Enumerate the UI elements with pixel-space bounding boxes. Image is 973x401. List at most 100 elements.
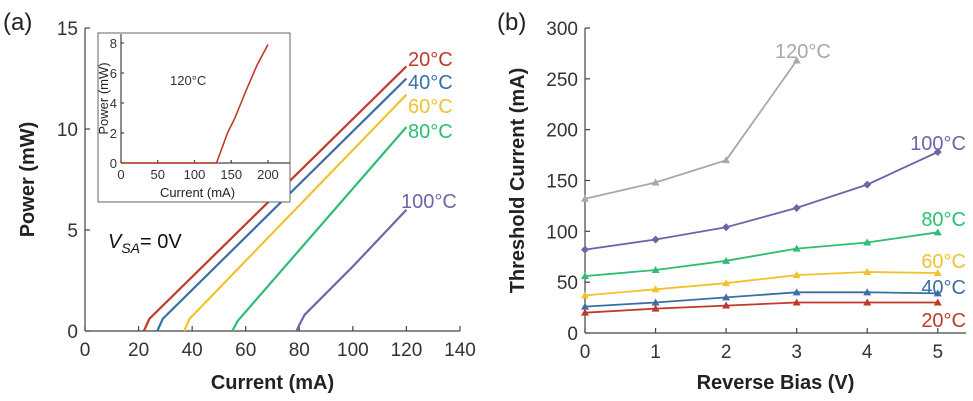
inset-y-tick-label: 0 — [110, 156, 117, 171]
data-point-80°C — [651, 265, 660, 273]
panel-a-x-tick-label: 140 — [444, 340, 476, 361]
series-line-80°C — [231, 126, 408, 332]
inset-y-tick-label: 4 — [110, 96, 117, 111]
data-point-120°C — [722, 156, 731, 164]
series-label-20°C: 20°C — [408, 49, 453, 71]
series-line-80°C — [584, 231, 938, 277]
data-point-20°C — [863, 298, 872, 306]
panel-a-y-tick-label: 0 — [67, 322, 78, 343]
series-label-40°C: 40°C — [408, 72, 453, 94]
panel-a-y-axis-title: Power (mW) — [17, 122, 39, 238]
series-label-100°C: 100°C — [910, 133, 966, 155]
panel-b-y-tick-label: 250 — [546, 70, 578, 91]
panel-b-x-tick-label: 0 — [580, 342, 591, 363]
data-point-60°C — [933, 269, 942, 277]
panel-a-x-tick-label: 40 — [182, 340, 203, 361]
data-point-80°C — [863, 238, 872, 246]
data-point-40°C — [722, 293, 731, 301]
data-point-60°C — [722, 279, 731, 287]
data-point-80°C — [722, 256, 731, 264]
series-line-100°C — [295, 209, 408, 332]
data-point-20°C — [722, 301, 731, 309]
data-point-60°C — [792, 271, 801, 279]
panel-b-y-tick-label: 0 — [567, 324, 578, 345]
series-line-20°C — [142, 65, 408, 332]
data-point-80°C — [581, 272, 589, 280]
series-label-120°C: 120°C — [775, 41, 831, 63]
inset-frame — [97, 32, 291, 203]
panel-b-x-tick-label: 2 — [721, 342, 732, 363]
data-point-100°C — [933, 148, 942, 157]
panel-b-y-tick-label: 100 — [546, 222, 578, 243]
data-point-40°C — [581, 302, 589, 310]
panel-b-x-tick-label: 3 — [791, 342, 802, 363]
data-point-40°C — [863, 288, 872, 296]
data-point-80°C — [933, 228, 942, 236]
panel-a-x-tick-label: 100 — [337, 340, 369, 361]
data-point-100°C — [863, 180, 872, 189]
panel-a-y-tick-label: 15 — [57, 19, 78, 40]
panel-b-x-axis-title: Reverse Bias (V) — [697, 372, 855, 394]
panel-a-label: (a) — [3, 9, 32, 36]
panel-a-x-tick-label: 0 — [80, 340, 91, 361]
panel-a-x-tick-label: 80 — [289, 340, 310, 361]
series-label-60°C: 60°C — [921, 251, 966, 273]
data-point-100°C — [792, 203, 801, 212]
series-line-20°C — [584, 301, 938, 314]
panel-b-y-axis-title: Threshold Current (mA) — [507, 68, 529, 294]
series-line-40°C — [156, 77, 408, 332]
data-point-120°C — [792, 56, 801, 64]
panel-b-x-tick-label: 4 — [862, 342, 873, 363]
series-label-100°C: 100°C — [401, 191, 457, 213]
data-point-20°C — [933, 298, 942, 306]
panel-b-label: (b) — [497, 9, 526, 36]
data-point-100°C — [722, 223, 731, 232]
series-label-80°C: 80°C — [408, 121, 453, 143]
inset-y-tick-label: 6 — [110, 66, 117, 81]
panel-a-y-tick-label: 10 — [57, 120, 78, 141]
data-point-100°C — [651, 235, 660, 244]
data-point-60°C — [863, 268, 872, 275]
data-point-20°C — [651, 304, 660, 312]
inset-y-tick-label: 2 — [110, 126, 117, 141]
inset-x-tick-label: 200 — [257, 167, 279, 182]
panel-b-y-tick-label: 300 — [546, 19, 578, 40]
inset-x-tick-label: 150 — [220, 167, 242, 182]
series-label-80°C: 80°C — [921, 209, 966, 231]
data-point-40°C — [933, 289, 942, 297]
inset-series-label-120°C: 120°C — [170, 73, 206, 88]
series-line-120°C — [584, 59, 798, 200]
series-label-60°C: 60°C — [408, 96, 453, 118]
panel-b-y-tick-label: 200 — [546, 121, 578, 142]
data-point-120°C — [651, 178, 660, 186]
data-point-40°C — [792, 288, 801, 296]
inset-x-axis-title: Current (mA) — [160, 185, 235, 200]
panel-b-x-tick-label: 1 — [650, 342, 661, 363]
inset-x-tick-label: 50 — [151, 167, 165, 182]
data-point-20°C — [792, 298, 801, 306]
panel-a-x-axis-title: Current (mA) — [211, 372, 334, 394]
inset-series-line-120°C — [121, 44, 269, 164]
data-point-20°C — [581, 308, 589, 316]
vsa-annotation: VSA= 0V — [108, 231, 182, 256]
panel-a-x-tick-label: 60 — [235, 340, 256, 361]
inset-x-tick-label: 0 — [117, 167, 124, 182]
inset-y-tick-label: 8 — [110, 36, 117, 51]
panel-a-y-tick-label: 5 — [67, 221, 78, 242]
data-point-60°C — [651, 285, 660, 293]
data-point-120°C — [581, 194, 589, 202]
data-point-80°C — [792, 244, 801, 252]
series-line-100°C — [584, 151, 939, 251]
series-line-60°C — [183, 93, 408, 332]
series-line-40°C — [584, 291, 938, 308]
inset-y-axis-title: Power (mW) — [96, 62, 111, 134]
inset-x-tick-label: 100 — [184, 167, 206, 182]
series-label-40°C: 40°C — [921, 277, 966, 299]
data-point-60°C — [581, 291, 589, 299]
panel-b-y-tick-label: 150 — [546, 172, 578, 193]
data-point-100°C — [581, 245, 589, 254]
series-label-20°C: 20°C — [921, 310, 966, 332]
